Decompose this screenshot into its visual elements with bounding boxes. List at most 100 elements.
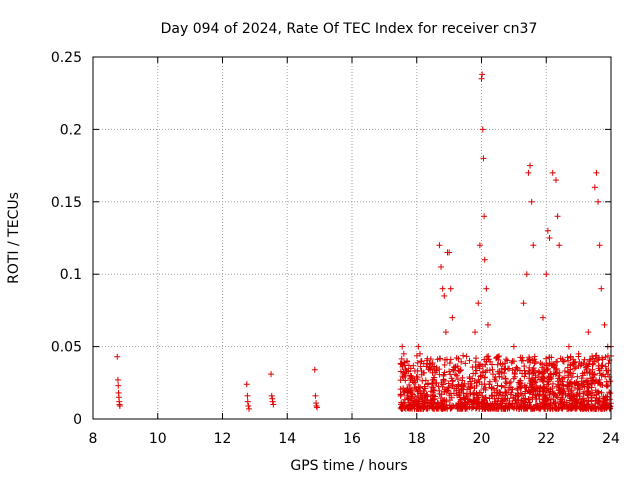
dense-point [445, 384, 452, 391]
dense-point [573, 396, 580, 403]
dense-point [591, 371, 598, 378]
dense-point [462, 405, 469, 412]
dense-point [526, 364, 533, 371]
dense-point [501, 366, 508, 373]
y-axis-label: ROTI / TECUs [6, 192, 22, 284]
dense-point [539, 364, 546, 371]
dense-point [479, 392, 486, 399]
dense-point [477, 389, 484, 396]
data-point [595, 198, 602, 205]
dense-point [605, 382, 612, 389]
dense-point [552, 405, 559, 412]
dense-point [424, 399, 431, 406]
dense-point [421, 388, 428, 395]
dense-point [548, 354, 555, 361]
data-point [596, 242, 603, 249]
data-point [268, 371, 275, 378]
dense-point [405, 367, 412, 374]
dense-point [494, 361, 501, 368]
dense-point [515, 405, 522, 412]
dense-point [547, 388, 554, 395]
dense-point [439, 383, 446, 390]
dense-point [397, 386, 404, 393]
dense-point [489, 366, 496, 373]
dense-point [427, 364, 434, 371]
dense-point [578, 375, 585, 382]
dense-point [502, 396, 509, 403]
dense-point [575, 363, 582, 370]
dense-point [424, 392, 431, 399]
dense-point [424, 381, 431, 388]
dense-point [503, 356, 510, 363]
dense-point [452, 371, 459, 378]
dense-point [399, 363, 406, 370]
data-point [270, 401, 277, 408]
dense-point [529, 394, 536, 401]
dense-point [578, 380, 585, 387]
dense-point [586, 357, 593, 364]
dense-point [589, 389, 596, 396]
dense-point [479, 399, 486, 406]
dense-point [453, 372, 460, 379]
x-tick-label: 22 [537, 431, 555, 447]
y-tick-label: 0.15 [51, 195, 82, 211]
dense-point [397, 392, 404, 399]
dense-point [606, 357, 613, 364]
data-point [544, 227, 551, 234]
dense-point [514, 390, 521, 397]
dense-point [492, 377, 499, 384]
dense-point [470, 370, 477, 377]
dense-point [567, 370, 574, 377]
dense-point [534, 388, 541, 395]
dense-point [549, 385, 556, 392]
dense-point [405, 387, 412, 394]
dense-point [532, 392, 539, 399]
dense-point [550, 390, 557, 397]
dense-point [593, 394, 600, 401]
dense-point [599, 362, 606, 369]
dense-point [461, 399, 468, 406]
dense-point [459, 374, 466, 381]
dense-point [567, 361, 574, 368]
dense-point [490, 385, 497, 392]
dense-point [441, 361, 448, 368]
dense-point [517, 367, 524, 374]
dense-point [586, 368, 593, 375]
dense-point [589, 366, 596, 373]
dense-point [452, 364, 459, 371]
dense-point [414, 376, 421, 383]
dense-point [448, 375, 455, 382]
dense-point [406, 381, 413, 388]
data-point [442, 329, 449, 336]
dense-point [413, 352, 420, 359]
data-point [447, 285, 454, 292]
dense-point [415, 398, 422, 405]
data-point [546, 235, 553, 241]
dense-point [539, 403, 546, 410]
dense-point [456, 368, 463, 375]
dense-point [483, 400, 490, 407]
y-tick-label: 0.05 [51, 340, 82, 356]
data-point [528, 198, 535, 205]
dense-point [565, 381, 572, 388]
data-point [116, 402, 123, 409]
dense-point [495, 400, 502, 407]
dense-point [474, 392, 481, 399]
dense-point [553, 358, 560, 365]
data-point [540, 314, 547, 321]
dense-point [594, 397, 601, 404]
dense-point [434, 400, 441, 407]
dense-point [437, 400, 444, 407]
data-point [598, 285, 605, 292]
dense-point [493, 355, 500, 362]
data-point [407, 372, 414, 379]
dense-point [453, 385, 460, 392]
dense-point [460, 352, 467, 359]
dense-point [454, 363, 461, 370]
dense-point [466, 357, 473, 364]
dense-point [493, 354, 500, 361]
dense-point [597, 405, 604, 412]
dense-point [579, 400, 586, 407]
dense-point [417, 363, 424, 370]
dense-point [532, 377, 539, 384]
